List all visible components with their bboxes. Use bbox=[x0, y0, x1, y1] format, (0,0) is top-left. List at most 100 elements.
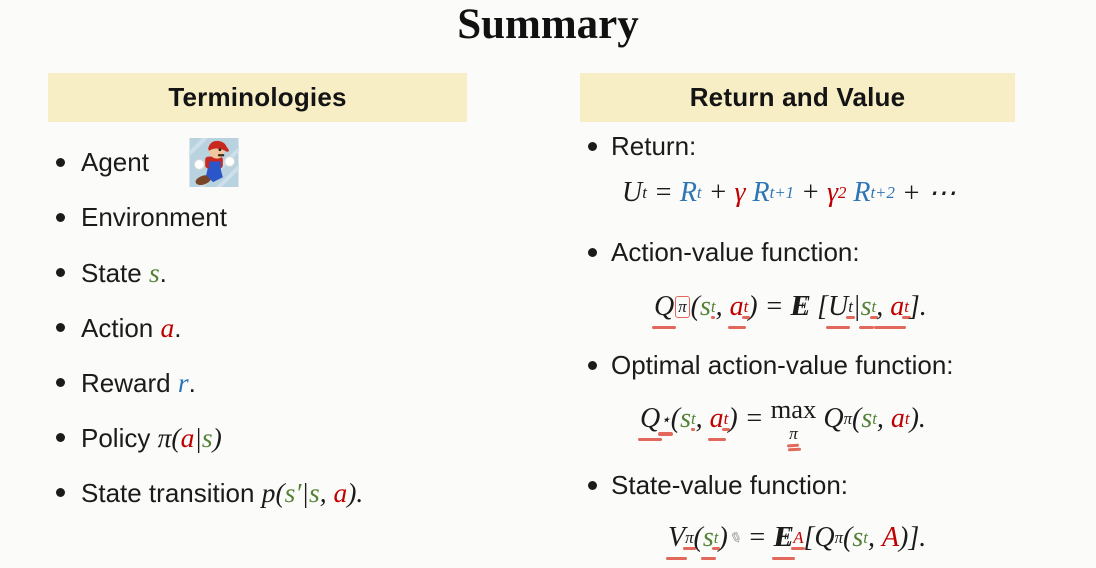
bullet-icon bbox=[56, 213, 65, 222]
math-token: , bbox=[874, 291, 893, 329]
bullet-icon bbox=[588, 247, 597, 257]
list-item-policy: Policy π(a|s) bbox=[56, 410, 526, 465]
math-token: ( bbox=[670, 403, 681, 434]
math-token bbox=[816, 403, 823, 435]
math-token: t bbox=[863, 528, 868, 547]
math-token: R bbox=[752, 177, 770, 208]
math-token: s bbox=[861, 403, 873, 434]
math-token: Policy bbox=[81, 422, 158, 453]
math-token: V bbox=[665, 522, 688, 560]
bullet-icon bbox=[56, 323, 65, 332]
list-item-action: Action a. bbox=[56, 300, 526, 355]
math-token: R bbox=[679, 177, 697, 208]
math-token: s bbox=[201, 421, 213, 453]
list-item-label: Reward r. bbox=[81, 367, 196, 399]
math-token: ( bbox=[843, 522, 853, 553]
math-token: t bbox=[710, 297, 716, 319]
math-token: 2 bbox=[838, 183, 847, 202]
math-token: s bbox=[148, 256, 160, 288]
math-token: + bbox=[701, 177, 735, 208]
section-label: Optimal action-value function: bbox=[611, 349, 954, 380]
math-token: s′ bbox=[284, 476, 302, 508]
state-value-bullet: State-value function: bbox=[588, 467, 848, 503]
math-token: State bbox=[81, 257, 149, 288]
math-token: a bbox=[888, 291, 907, 329]
math-token: = bbox=[757, 291, 791, 322]
math-token: ( bbox=[690, 291, 700, 322]
math-token: s bbox=[700, 522, 716, 560]
list-item-state: State s. bbox=[56, 245, 526, 300]
math-token: t bbox=[711, 528, 720, 550]
math-token: | bbox=[852, 291, 861, 322]
bullet-icon bbox=[588, 360, 597, 370]
bullet-icon bbox=[56, 268, 65, 277]
math-token: | bbox=[301, 476, 309, 508]
math-token: t bbox=[902, 297, 911, 319]
math-token: s bbox=[858, 291, 874, 329]
math-token: U bbox=[825, 291, 851, 329]
math-token: r bbox=[177, 366, 189, 398]
return-bullet: Return: bbox=[588, 128, 696, 164]
math-token: t bbox=[696, 183, 702, 202]
math-token: ( bbox=[275, 476, 285, 508]
math-token: , bbox=[695, 403, 710, 434]
math-token: a bbox=[180, 421, 195, 453]
list-item-state-transition: State transition p(s′|s, a). bbox=[56, 465, 526, 520]
math-token: Environment bbox=[81, 202, 227, 232]
math-token: ⋆ bbox=[658, 409, 673, 436]
math-token: ) bbox=[728, 403, 738, 434]
math-token: )]. bbox=[899, 522, 927, 553]
math-token: Q bbox=[814, 522, 835, 553]
math-token: ). bbox=[909, 403, 926, 434]
bullet-icon bbox=[56, 488, 65, 497]
math-token: , bbox=[867, 522, 882, 553]
math-token: = bbox=[740, 522, 774, 553]
bullet-icon bbox=[588, 480, 597, 490]
math-token: Q bbox=[637, 403, 663, 441]
math-token: = bbox=[646, 177, 680, 208]
math-token: ]. bbox=[908, 291, 927, 322]
bullet-icon bbox=[56, 433, 65, 442]
section-label: Action-value function: bbox=[611, 236, 860, 267]
list-item-environment: Environment bbox=[56, 190, 526, 245]
math-token: π bbox=[843, 409, 853, 428]
list-item-label: State transition p(s′|s, a). bbox=[81, 477, 363, 509]
math-token: t bbox=[721, 409, 730, 431]
math-token: [ bbox=[810, 291, 828, 322]
math-token: Agent bbox=[81, 147, 149, 177]
math-token: t+1 bbox=[769, 183, 795, 202]
math-token: a bbox=[333, 476, 348, 508]
math-token: Q bbox=[651, 291, 677, 329]
list-item-label: Policy π(a|s) bbox=[81, 422, 222, 454]
return-and-value-header: Return and Value bbox=[580, 73, 1015, 122]
math-token: U bbox=[622, 177, 643, 208]
math-token: s bbox=[852, 522, 864, 553]
mario-agent-icon bbox=[188, 138, 239, 187]
math-token: π bbox=[675, 296, 690, 318]
bullet-icon bbox=[588, 141, 597, 151]
math-token: + ⋯ bbox=[894, 178, 956, 209]
math-token: a bbox=[160, 311, 175, 343]
math-token: γ bbox=[734, 177, 753, 208]
math-token: A bbox=[791, 528, 806, 550]
math-token: s bbox=[308, 476, 320, 508]
math-token: a bbox=[890, 403, 905, 434]
math-token: Action bbox=[81, 312, 161, 343]
math-token: π bbox=[683, 528, 697, 550]
math-token: . bbox=[188, 367, 196, 398]
math-token: a bbox=[727, 291, 746, 329]
math-token: A bbox=[881, 522, 900, 553]
math-token: Reward bbox=[81, 367, 178, 398]
list-item-label: Environment bbox=[81, 202, 227, 233]
terminologies-header: Terminologies bbox=[48, 73, 467, 122]
math-token: + bbox=[794, 177, 827, 208]
math-token: p bbox=[261, 476, 276, 508]
list-item-label: Action a. bbox=[81, 312, 182, 344]
math-token: E bbox=[771, 522, 795, 560]
math-token: ). bbox=[347, 476, 364, 508]
math-token: R bbox=[853, 177, 871, 208]
